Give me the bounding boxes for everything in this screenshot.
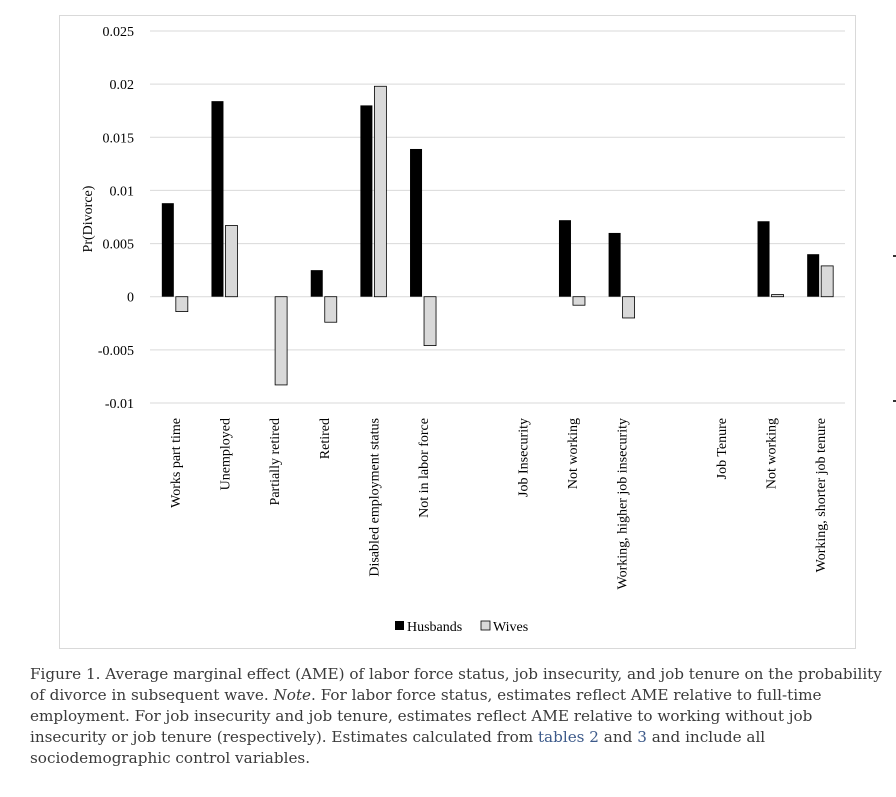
category-label: Works part time bbox=[169, 418, 184, 508]
y-tick-label: -0.005 bbox=[98, 344, 134, 359]
bar-husbands bbox=[360, 105, 373, 297]
edge-mark bbox=[893, 255, 896, 257]
bar-chart: 0.025 0.02 0.015 0.01 0.005 0 -0.005 -0.01 Work… bbox=[81, 25, 845, 635]
bar-husbands bbox=[310, 270, 323, 297]
figure-caption: Figure 1. Average marginal effect (AME) … bbox=[30, 664, 890, 769]
bar-husbands bbox=[410, 148, 423, 297]
legend-label: Wives bbox=[493, 620, 528, 635]
bar-husbands bbox=[807, 254, 820, 297]
chart-frame: 0.025 0.02 0.015 0.01 0.005 0 -0.005 -0.01 Work… bbox=[59, 15, 856, 649]
category-label: Partially retired bbox=[268, 418, 283, 505]
y-tick-label: 0.01 bbox=[110, 184, 135, 199]
x-axis-categories: Works part time Unemployed Partially retir… bbox=[169, 418, 829, 590]
bar-husbands bbox=[608, 232, 621, 297]
bar-wives bbox=[225, 225, 238, 298]
y-tick-label: 0.005 bbox=[103, 238, 135, 253]
y-tick-label: 0.025 bbox=[103, 25, 135, 40]
category-label: Working, shorter job tenure bbox=[814, 418, 829, 572]
legend-swatch bbox=[480, 620, 491, 631]
category-label: Not working bbox=[566, 418, 581, 489]
y-axis-title: Pr(Divorce) bbox=[81, 185, 96, 252]
y-tick-label: 0 bbox=[127, 291, 134, 306]
bar-husbands bbox=[211, 101, 224, 297]
category-label: Working, higher job insecurity bbox=[616, 418, 631, 590]
category-label: Disabled employment status bbox=[367, 418, 382, 577]
y-axis-ticks: 0.025 0.02 0.015 0.01 0.005 0 -0.005 -0.01 bbox=[98, 25, 134, 412]
bar-wives bbox=[274, 296, 288, 386]
tables-2-link[interactable]: tables 2 bbox=[537, 728, 599, 746]
caption-note-label: Note bbox=[273, 686, 312, 704]
bar-wives bbox=[175, 296, 189, 312]
caption-text: and include all sociodemographic control… bbox=[30, 728, 766, 767]
bar-wives bbox=[820, 265, 834, 298]
category-label: Not working bbox=[765, 418, 780, 489]
bar-wives bbox=[324, 296, 338, 323]
caption-text: and bbox=[603, 728, 633, 746]
caption-text: Figure 1. Average marginal effect (AME) … bbox=[30, 665, 882, 704]
bar-wives bbox=[622, 296, 636, 319]
legend: Husbands Wives bbox=[395, 620, 528, 635]
category-label: Not in labor force bbox=[417, 418, 432, 518]
category-label: Job Tenure bbox=[715, 418, 730, 479]
caption-text: . For labor force status, estimates refl… bbox=[30, 686, 822, 746]
table-3-link[interactable]: 3 bbox=[637, 728, 647, 746]
bar-wives bbox=[423, 296, 437, 347]
category-label: Retired bbox=[318, 418, 333, 459]
bar-husbands bbox=[757, 221, 770, 297]
bar-husbands bbox=[161, 203, 174, 297]
bar-husbands bbox=[558, 220, 571, 297]
y-tick-label: 0.015 bbox=[103, 131, 135, 146]
legend-swatch bbox=[395, 621, 404, 630]
gridlines bbox=[150, 30, 845, 404]
bar-wives bbox=[373, 85, 387, 298]
category-label: Job Insecurity bbox=[516, 418, 531, 497]
bars bbox=[161, 85, 834, 386]
bar-wives bbox=[572, 296, 586, 306]
bar-wives bbox=[771, 294, 784, 298]
y-tick-label: -0.01 bbox=[105, 397, 134, 412]
category-label: Unemployed bbox=[218, 418, 233, 490]
edge-mark bbox=[893, 400, 896, 402]
y-tick-label: 0.02 bbox=[110, 78, 135, 93]
legend-label: Husbands bbox=[407, 620, 462, 635]
